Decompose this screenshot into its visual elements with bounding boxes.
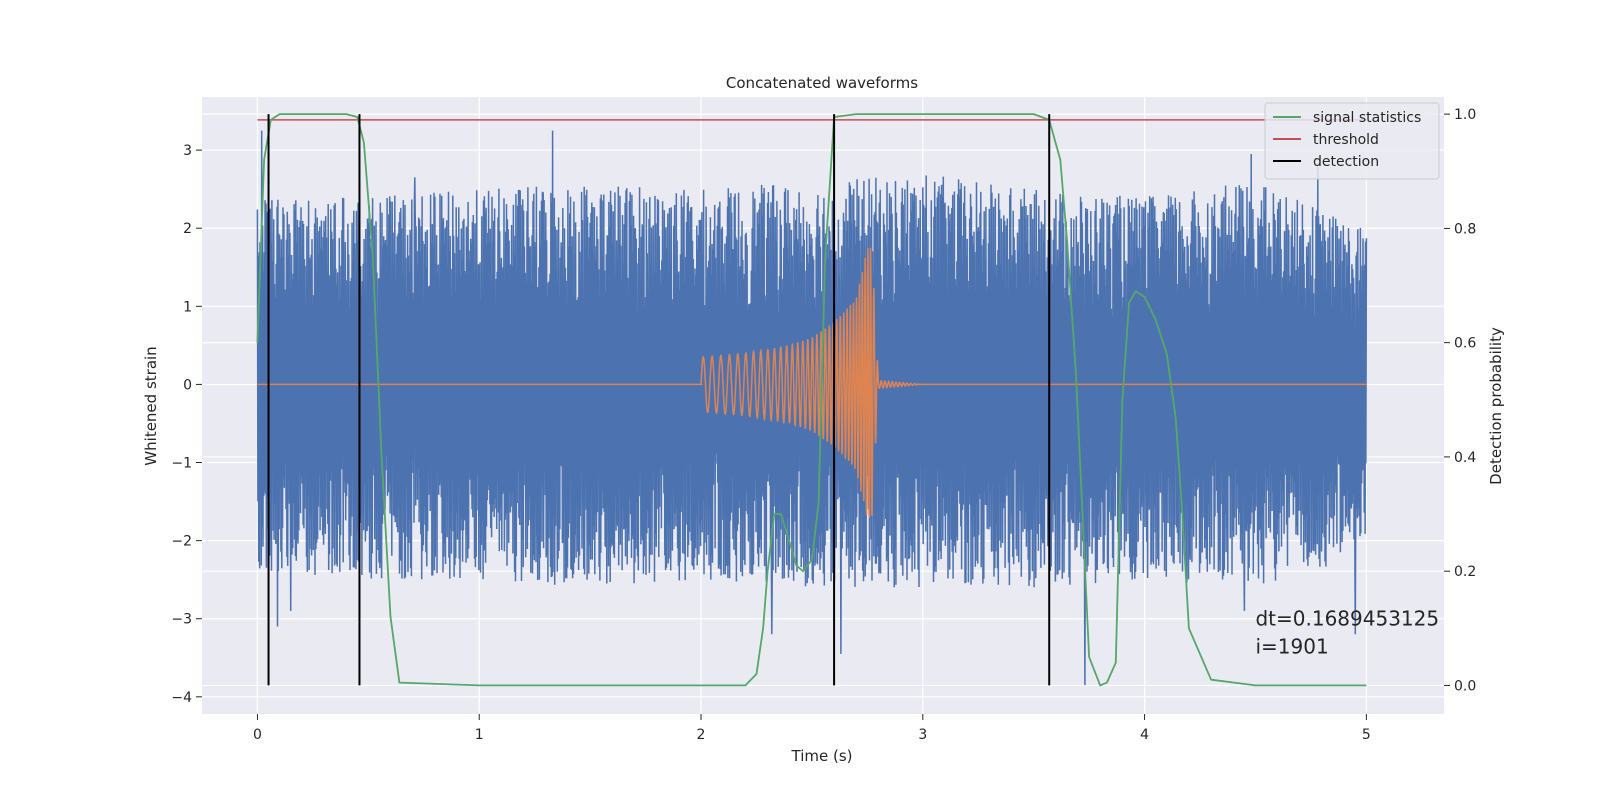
y-tick-label: −4 [171, 690, 192, 706]
y-tick-label: −3 [171, 612, 192, 628]
y-tick-label: 0 [183, 377, 192, 393]
legend: signal statistics threshold detection [1264, 102, 1440, 180]
x-tick-label: 4 [1140, 727, 1149, 743]
x-tick-label: 3 [918, 727, 927, 743]
injection-series-line [257, 247, 1367, 518]
annotation: dt=0.1689453125 i=1901 [1255, 607, 1439, 659]
annotation-text: dt=0.1689453125 [1255, 607, 1439, 631]
strain-series-line [256, 130, 1368, 686]
annotation-text: i=1901 [1255, 635, 1328, 659]
legend-label: detection [1313, 154, 1379, 170]
legend-label: threshold [1313, 132, 1379, 148]
y2-tick-label: 0.8 [1454, 221, 1476, 237]
x-tick-label: 1 [475, 727, 484, 743]
y-tick-label: 2 [183, 221, 192, 237]
signal-statistics-line [256, 113, 1367, 687]
y-axis-label: Whitened strain [142, 346, 160, 465]
series-layer [256, 113, 1368, 687]
y-tick-label: 3 [183, 143, 192, 159]
y2-axis-label: Detection probability [1487, 327, 1505, 485]
y2-tick-label: 0.2 [1454, 564, 1476, 580]
legend-label: signal statistics [1313, 110, 1421, 126]
y-tick-label: −2 [171, 534, 192, 550]
y-tick-label: 1 [183, 299, 192, 315]
x-axis-label: Time (s) [791, 747, 853, 765]
y2-tick-label: 1.0 [1454, 107, 1476, 123]
x-tick-label: 5 [1362, 727, 1371, 743]
chart-title: Concatenated waveforms [726, 74, 918, 92]
y2-tick-label: 0.0 [1454, 678, 1476, 694]
y-tick-label: −1 [171, 456, 192, 472]
y2-tick-label: 0.6 [1454, 336, 1476, 352]
y2-tick-label: 0.4 [1454, 450, 1476, 466]
legend-box [1264, 102, 1440, 180]
axes-layer: 0 1 2 3 4 5 −4 −3 −2 −1 0 1 2 3 0.0 0.2 0.4 0.6 0.8 1.0 [171, 107, 1476, 743]
x-tick-label: 0 [253, 727, 262, 743]
x-tick-label: 2 [697, 727, 706, 743]
